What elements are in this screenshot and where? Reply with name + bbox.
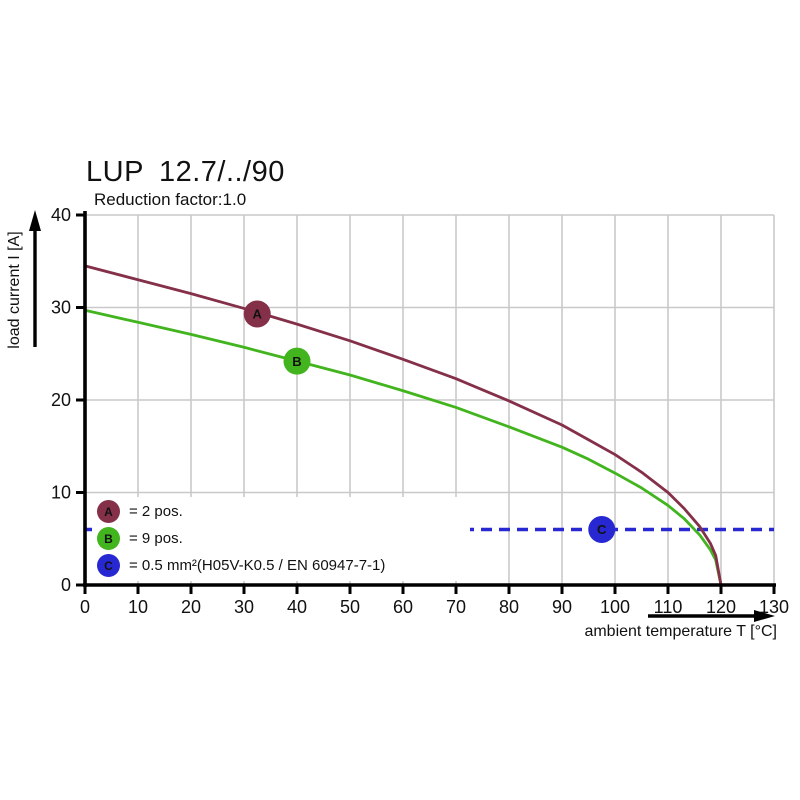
x-tick-label-120: 120: [706, 597, 736, 617]
x-tick-label-50: 50: [340, 597, 360, 617]
legend-item-a: A = 2 pos.: [92, 499, 470, 524]
marker-a: [243, 300, 271, 328]
x-tick-label-60: 60: [393, 597, 413, 617]
chart-subtitle: Reduction factor:1.0: [94, 190, 247, 209]
y-tick-label-10: 10: [51, 483, 71, 503]
curve-b: [84, 308, 723, 586]
marker-letter-c: C: [597, 522, 607, 537]
legend-label-c: = 0.5 mm²(H05V-K0.5 / EN 60947-7-1): [129, 557, 386, 574]
marker-letter-b: B: [292, 354, 301, 369]
x-tick-label-90: 90: [552, 597, 572, 617]
curve-a: [84, 264, 723, 586]
x-axis-label: ambient temperature T [°C]: [584, 623, 777, 640]
y-axis-label: load current I [A]: [6, 231, 23, 349]
x-tick-label-110: 110: [654, 597, 683, 617]
y-tick-label-30: 30: [51, 298, 71, 318]
x-tick-label-40: 40: [287, 597, 307, 617]
y-tick-label-0: 0: [61, 575, 71, 595]
x-tick-label-20: 20: [181, 597, 201, 617]
y-axis-arrowhead-icon: [29, 210, 41, 231]
legend-item-b: B = 9 pos.: [92, 526, 470, 551]
marker-c: [588, 516, 616, 543]
legend: A = 2 pos. B = 9 pos. C = 0.5 mm²(H05V-K…: [92, 497, 470, 581]
marker-letter-a: A: [253, 307, 263, 322]
chart-title: LUP 12.7/../90: [86, 156, 285, 188]
x-tick-label-80: 80: [499, 597, 519, 617]
legend-label-a: = 2 pos.: [129, 503, 183, 520]
series-c-marker-icon: C: [97, 554, 120, 577]
legend-label-b: = 9 pos.: [129, 530, 183, 547]
x-axis-arrowhead-icon: [754, 610, 775, 622]
x-tick-label-30: 30: [234, 597, 254, 617]
x-tick-label-0: 0: [80, 597, 90, 617]
x-tick-label-100: 100: [600, 597, 630, 617]
y-tick-label-40: 40: [51, 205, 71, 225]
x-tick-label-10: 10: [128, 597, 148, 617]
marker-b: [283, 347, 311, 375]
legend-item-c: C = 0.5 mm²(H05V-K0.5 / EN 60947-7-1): [92, 553, 470, 578]
x-tick-label-70: 70: [446, 597, 466, 617]
series-a-marker-icon: A: [97, 500, 120, 523]
x-tick-label-130: 130: [759, 597, 789, 617]
y-tick-label-20: 20: [51, 390, 71, 410]
series-b-marker-icon: B: [97, 527, 120, 550]
